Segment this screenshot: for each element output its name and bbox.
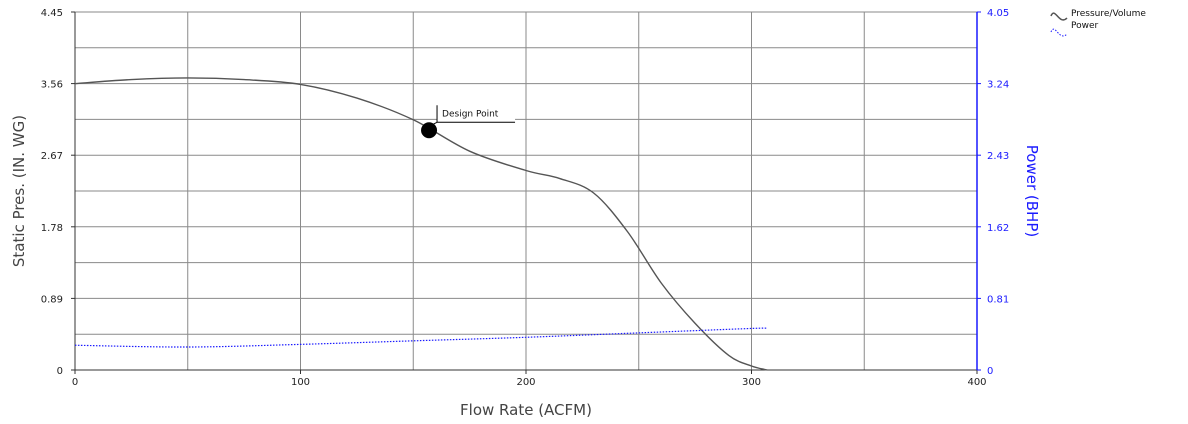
design-point-label: Design Point [442,109,499,119]
series-lines [74,77,768,371]
y-axis-ticks: 0 0.89 1.78 2.67 3.56 4.45 [41,8,75,377]
legend-swatch-pressure-volume [1050,12,1068,21]
x-tick-label: 100 [291,377,310,388]
x-tick-label: 300 [742,377,761,388]
annotations: Design Point [421,105,516,139]
y2-tick-label: 2.43 [987,151,1009,162]
y-tick-label: 0.89 [41,294,63,305]
y-tick-label: 4.45 [41,8,63,19]
x-axis-title: Flow Rate (ACFM) [460,401,592,419]
y2-axis-title: Power (BHP) [1023,145,1041,237]
y2-tick-label: 3.24 [987,80,1009,91]
y-tick-label: 3.56 [41,80,63,91]
design-point-leader [432,121,438,125]
y2-tick-label: 4.05 [987,8,1009,19]
series-line-power [74,327,768,348]
series-line-pressure-volume [74,77,768,371]
y2-tick-label: 1.62 [987,223,1009,234]
design-point-marker [421,122,438,139]
y2-tick-label: 0.81 [987,294,1009,305]
y2-axis-ticks: 0 0.81 1.62 2.43 3.24 4.05 [977,8,1009,377]
x-tick-label: 0 [72,377,78,388]
x-tick-label: 200 [516,377,535,388]
y-tick-label: 0 [57,366,63,377]
x-tick-label: 400 [967,377,986,388]
y2-tick-label: 0 [987,366,993,377]
legend-swatch-power [1050,28,1068,37]
grid [74,11,978,371]
y-tick-label: 1.78 [41,223,63,234]
legend-label-power: Power [1071,21,1099,31]
legend: Pressure/Volume Power [1047,4,1146,40]
legend-box [1047,4,1129,40]
legend-label-pressure-volume: Pressure/Volume [1071,9,1146,19]
y-axis-title: Static Pres. (IN. WG) [10,115,28,267]
x-axis-ticks: 0 100 200 300 400 [72,370,987,388]
design-point-label-box [437,105,516,123]
y-tick-label: 2.67 [41,151,63,162]
